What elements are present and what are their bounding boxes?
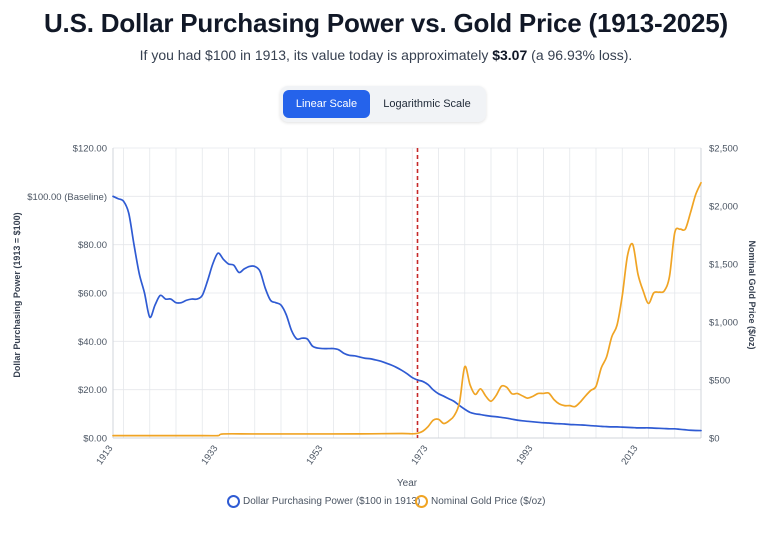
subtitle-suffix: (a 96.93% loss). [527, 47, 633, 63]
y-left-tick-label: $120.00 [73, 144, 107, 155]
x-tick-label: 1953 [304, 443, 325, 467]
y-left-tick-label: $20.00 [78, 385, 107, 396]
legend-dollar-label: Dollar Purchasing Power ($100 in 1913) [243, 496, 421, 507]
x-tick-label: 2013 [619, 443, 640, 467]
series-lines [112, 148, 702, 438]
grid [113, 147, 702, 439]
page-title: U.S. Dollar Purchasing Power vs. Gold Pr… [43, 8, 729, 38]
gold-price-line [112, 181, 702, 437]
y-right-tick-label: $2,000 [709, 202, 738, 213]
y-left-tick-label: $100.00 (Baseline) [27, 192, 107, 203]
legend-gold-swatch [415, 495, 428, 508]
subtitle: If you had $100 in 1913, its value today… [0, 47, 772, 63]
y-left-axis-title: Dollar Purchasing Power (1913 = $100) [12, 212, 22, 377]
x-axis-title: Year [397, 478, 418, 489]
y-right-tick-label: $2,500 [709, 144, 738, 155]
logarithmic-scale-button[interactable]: Logarithmic Scale [383, 98, 471, 110]
x-tick-label: 1993 [514, 443, 535, 467]
subtitle-value: $3.07 [492, 47, 528, 63]
linear-scale-button[interactable]: Linear Scale [283, 90, 370, 118]
x-tick-label: 1973 [409, 443, 430, 467]
y-right-tick-label: $500 [709, 376, 730, 387]
y-right-tick-label: $1,000 [709, 318, 738, 329]
y-right-tick-label: $1,500 [709, 260, 738, 271]
subtitle-prefix: If you had $100 in 1913, its value today… [139, 47, 493, 63]
legend-gold-label: Nominal Gold Price ($/oz) [431, 496, 546, 507]
y-left-tick-label: $60.00 [78, 289, 107, 300]
y-left-tick-label: $0.00 [83, 434, 107, 445]
y-right-axis-title: Nominal Gold Price ($/oz) [747, 240, 757, 349]
legend-dollar-swatch [227, 495, 240, 508]
scale-toggle: Linear Scale Logarithmic Scale [280, 86, 486, 122]
y-left-tick-label: $80.00 [78, 240, 107, 251]
x-tick-label: 1913 [94, 443, 115, 467]
y-left-tick-label: $40.00 [78, 337, 107, 348]
dollar-purchasing-power-line [112, 195, 702, 432]
x-tick-label: 1933 [199, 443, 220, 467]
y-right-tick-label: $0 [709, 434, 720, 445]
